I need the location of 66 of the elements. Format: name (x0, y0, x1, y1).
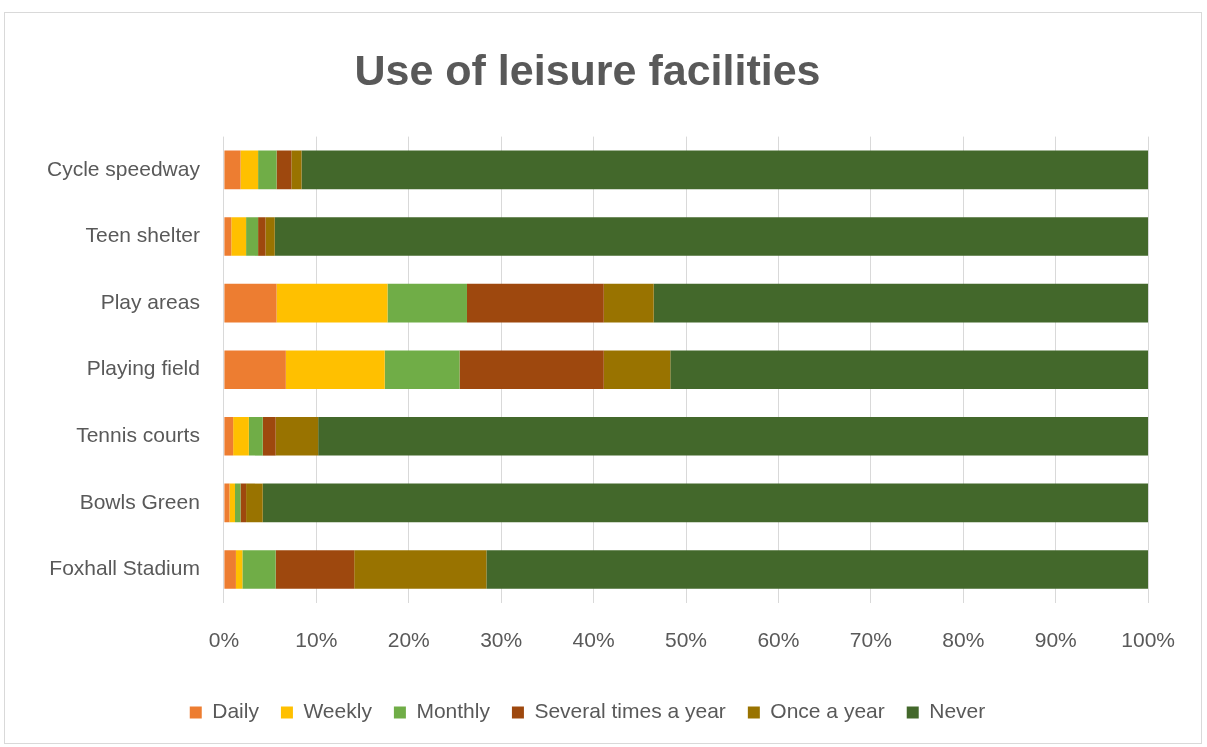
bar (235, 550, 243, 589)
bar (224, 483, 230, 523)
bar (224, 150, 241, 190)
x-tick-label: 70% (849, 628, 892, 652)
bar (224, 350, 286, 390)
legend-label: Daily (212, 699, 260, 723)
bar (224, 550, 236, 589)
bar (275, 550, 355, 589)
bar (276, 150, 292, 190)
bar (224, 416, 234, 456)
bar (265, 217, 275, 256)
bar (246, 483, 263, 523)
bar (229, 483, 235, 523)
bar (291, 150, 302, 190)
x-tick-label: 50% (665, 628, 708, 652)
x-tick-label: 100% (1121, 628, 1175, 652)
bar (670, 350, 1149, 390)
bar (262, 483, 1149, 523)
y-tick-label: Playing field (86, 356, 200, 380)
legend-label: Never (929, 699, 986, 723)
bar (242, 550, 276, 589)
bar (301, 150, 1149, 190)
bar (258, 150, 277, 190)
bar (459, 350, 604, 390)
x-tick-label: 40% (572, 628, 615, 652)
bar (240, 150, 259, 190)
x-tick-label: 20% (387, 628, 430, 652)
bar (384, 350, 460, 390)
x-tick-label: 80% (942, 628, 985, 652)
bar (248, 416, 263, 456)
bar (224, 217, 232, 256)
legend-label: Several times a year (534, 699, 726, 723)
x-tick-label: 90% (1034, 628, 1077, 652)
bar (258, 217, 266, 256)
bar (262, 416, 276, 456)
bar (285, 350, 385, 390)
bar (486, 550, 1149, 589)
legend-label: Once a year (770, 699, 885, 723)
bar (466, 283, 604, 323)
legend-label: Weekly (303, 699, 373, 723)
bar (354, 550, 487, 589)
bar (235, 483, 241, 523)
bar (231, 217, 247, 256)
bar (603, 350, 671, 390)
bar (653, 283, 1149, 323)
x-tick-label: 0% (208, 628, 240, 652)
chart-title: Use of leisure facilities (354, 45, 821, 94)
y-tick-label: Teen shelter (85, 223, 200, 247)
legend-label: Monthly (416, 699, 491, 723)
bar (275, 416, 319, 456)
bar (318, 416, 1149, 456)
y-tick-label: Cycle speedway (47, 156, 201, 180)
y-tick-label: Bowls Green (79, 489, 200, 513)
y-tick-label: Tennis courts (76, 423, 200, 447)
bar (387, 283, 467, 323)
y-tick-label: Play areas (100, 289, 200, 313)
bar (274, 217, 1149, 256)
bar (246, 217, 259, 256)
y-tick-label: Foxhall Stadium (49, 556, 200, 580)
x-tick-label: 60% (757, 628, 800, 652)
bar (233, 416, 249, 456)
bar (276, 283, 388, 323)
x-tick-label: 30% (480, 628, 523, 652)
bar (603, 283, 654, 323)
x-tick-label: 10% (295, 628, 338, 652)
bar (224, 283, 277, 323)
